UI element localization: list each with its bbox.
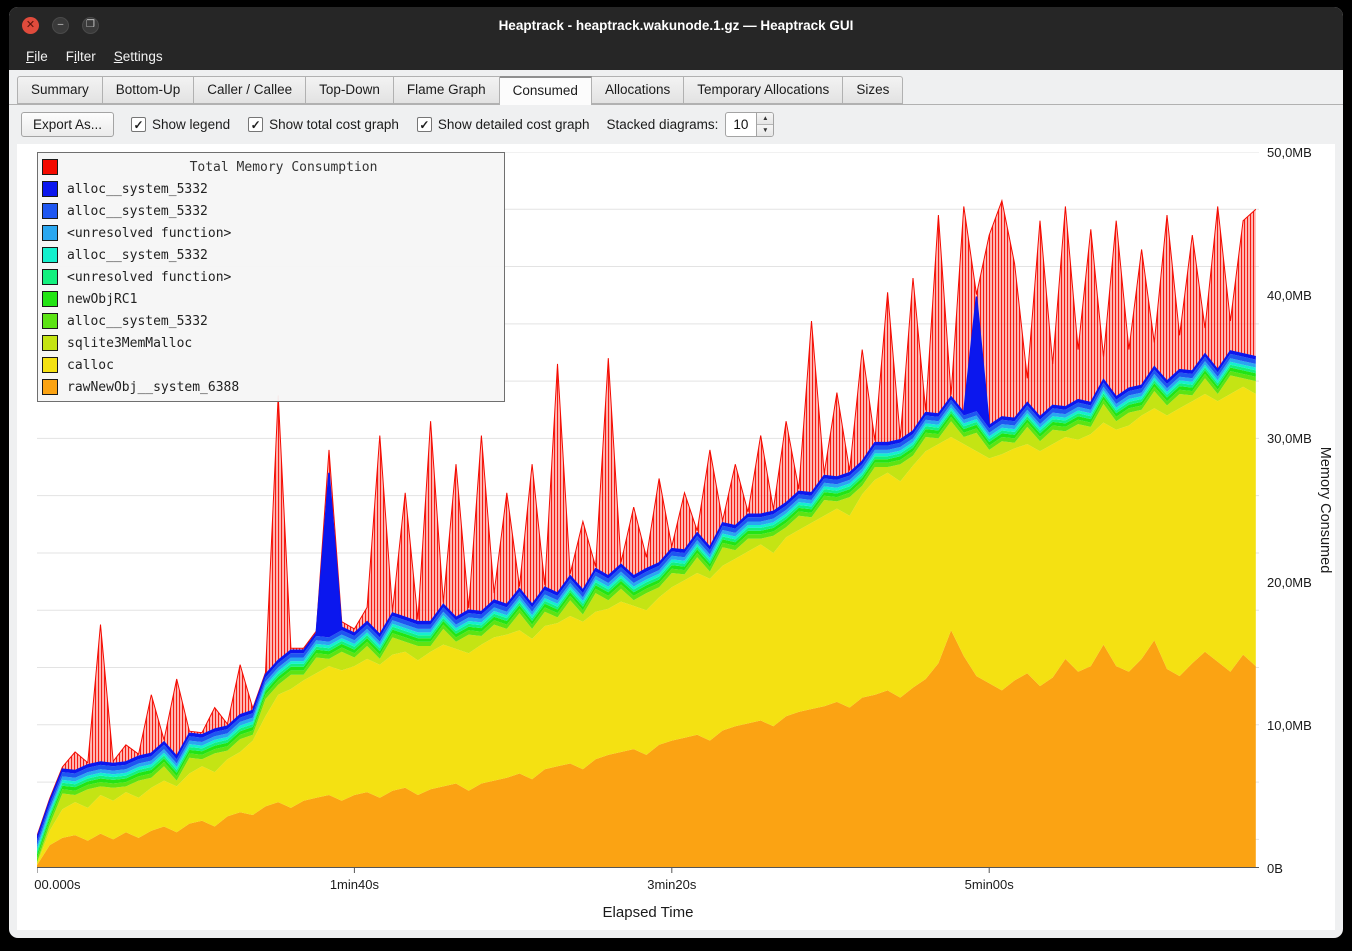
y-axis-tick-label: 40,0MB (1267, 288, 1312, 304)
x-axis-tick-label: 5min00s (964, 877, 1014, 892)
tab-consumed[interactable]: Consumed (499, 76, 592, 105)
tab-caller-callee[interactable]: Caller / Callee (194, 76, 307, 104)
y-axis-tick-label: 10,0MB (1267, 717, 1312, 733)
x-axis-tick-label: 00.000s (34, 877, 81, 892)
checkbox-label: Show detailed cost graph (437, 117, 590, 132)
legend-color-swatch (42, 159, 58, 175)
legend-color-swatch (42, 379, 58, 395)
menu-settings[interactable]: Settings (113, 49, 163, 64)
stacked-diagrams-value: 10 (733, 117, 749, 132)
close-button[interactable]: ✕ (22, 16, 39, 34)
stacked-diagrams-label: Stacked diagrams: (606, 117, 719, 132)
toolbar: Export As... ✓ Show legend ✓ Show total cos… (9, 105, 1343, 144)
legend-label: <unresolved function> (67, 225, 232, 241)
tab-allocations[interactable]: Allocations (591, 76, 685, 104)
legend-label: calloc (67, 357, 114, 373)
memory-consumption-chart (37, 152, 1259, 873)
legend-color-swatch (42, 291, 58, 307)
checkbox-label: Show total cost graph (269, 117, 399, 132)
spin-up-button[interactable]: ▲ (757, 113, 774, 125)
tab-top-down[interactable]: Top-Down (306, 76, 394, 104)
spinbox-buttons: ▲ ▼ (756, 113, 774, 136)
legend-item: alloc__system_5332 (42, 178, 500, 200)
legend-color-swatch (42, 357, 58, 373)
legend-color-swatch (42, 203, 58, 219)
show-detailed-cost-graph-checkbox[interactable]: ✓ Show detailed cost graph (416, 117, 590, 132)
show-legend-checkbox[interactable]: ✓ Show legend (131, 117, 230, 132)
window-controls: ✕ – ❐ (22, 7, 99, 43)
title-bar: ✕ – ❐ Heaptrack - heaptrack.wakunode.1.g… (9, 7, 1343, 43)
x-axis-title: Elapsed Time (602, 904, 694, 921)
checkbox-box[interactable]: ✓ (248, 117, 264, 132)
legend-label: alloc__system_5332 (67, 313, 208, 329)
legend-color-swatch (42, 269, 58, 285)
legend-label: <unresolved function> (67, 269, 232, 285)
legend-item: alloc__system_5332 (42, 200, 500, 222)
legend-item: alloc__system_5332 (42, 310, 500, 332)
legend-title: Total Memory Consumption (189, 159, 378, 175)
stacked-diagrams-spinbox[interactable]: 10 ▲ ▼ (725, 112, 775, 137)
tab-sizes[interactable]: Sizes (843, 76, 904, 104)
show-total-cost-graph-checkbox[interactable]: ✓ Show total cost graph (248, 117, 399, 132)
minimize-button[interactable]: – (52, 16, 69, 34)
legend-label: alloc__system_5332 (67, 181, 208, 197)
maximize-button[interactable]: ❐ (82, 16, 99, 34)
y-axis-tick-label: 50,0MB (1267, 145, 1312, 160)
legend-color-swatch (42, 247, 58, 263)
y-axis-tick-label: 30,0MB (1267, 431, 1312, 447)
legend-item: alloc__system_5332 (42, 244, 500, 266)
x-axis-tick-label: 1min40s (329, 877, 379, 892)
x-axis-tick-label: 3min20s (647, 877, 697, 892)
legend-color-swatch (42, 335, 58, 351)
legend-item: newObjRC1 (42, 288, 500, 310)
legend-item: <unresolved function> (42, 222, 500, 244)
export-as-button[interactable]: Export As... (21, 112, 115, 137)
stacked-diagrams-control: Stacked diagrams: 10 ▲ ▼ (607, 112, 775, 137)
chart-area: Total Memory Consumption alloc__system_53… (17, 144, 1335, 930)
checkbox-box[interactable]: ✓ (416, 117, 432, 132)
legend-item: calloc (42, 354, 500, 376)
tab-summary[interactable]: Summary (17, 76, 103, 104)
legend-item: rawNewObj__system_6388 (42, 376, 500, 398)
tab-temporary-allocations[interactable]: Temporary Allocations (684, 76, 844, 104)
chart-legend: Total Memory Consumption alloc__system_53… (37, 152, 505, 402)
legend-item: sqlite3MemMalloc (42, 332, 500, 354)
menu-file[interactable]: File (26, 49, 48, 64)
menu-filter[interactable]: Filter (65, 49, 96, 64)
y-axis-tick-label: 20,0MB (1267, 574, 1312, 590)
checkbox-box[interactable]: ✓ (131, 117, 147, 132)
tab-bar: Summary Bottom-Up Caller / Callee Top-Down F… (9, 70, 1343, 105)
legend-label: newObjRC1 (67, 291, 138, 307)
legend-title-row: Total Memory Consumption (42, 156, 500, 178)
checkbox-label: Show legend (152, 117, 231, 132)
legend-item: <unresolved function> (42, 266, 500, 288)
y-axis-tick-label: 0B (1267, 861, 1283, 876)
legend-label: rawNewObj__system_6388 (67, 379, 240, 395)
legend-label: alloc__system_5332 (67, 247, 208, 263)
legend-color-swatch (42, 181, 58, 197)
legend-color-swatch (42, 313, 58, 329)
legend-label: sqlite3MemMalloc (67, 335, 193, 351)
legend-label: alloc__system_5332 (67, 203, 208, 219)
heaptrack-window: ✕ – ❐ Heaptrack - heaptrack.wakunode.1.g… (9, 7, 1343, 938)
menu-bar: File Filter Settings (9, 43, 1343, 70)
tab-flame-graph[interactable]: Flame Graph (393, 76, 500, 104)
spin-down-button[interactable]: ▼ (757, 125, 774, 136)
tab-bottom-up[interactable]: Bottom-Up (102, 76, 195, 104)
window-title: Heaptrack - heaptrack.wakunode.1.gz — He… (498, 17, 854, 33)
y-axis-title: Memory Consumed (1317, 446, 1333, 574)
legend-color-swatch (42, 225, 58, 241)
toolbar-checkboxes: ✓ Show legend ✓ Show total cost graph ✓ Show … (131, 117, 590, 132)
